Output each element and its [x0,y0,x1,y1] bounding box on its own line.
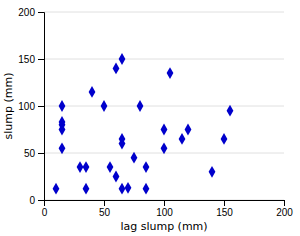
tick: 100 [156,200,173,218]
point [179,133,186,145]
point [209,166,216,178]
y-axis-title: slump (mm) [2,73,15,140]
point [167,67,174,79]
tick-mark [38,12,44,13]
tick-label: 50 [24,148,36,159]
tick: 0 [29,195,44,206]
point [77,161,84,173]
point [101,100,108,112]
tick: 50 [99,200,111,218]
point [125,182,132,194]
axis-line [45,201,285,207]
tick-label: 200 [18,7,35,18]
tick: 200 [18,7,44,18]
tick-label: 200 [276,207,293,218]
point [221,133,228,145]
tick: 200 [276,200,293,218]
point [119,53,126,65]
grid-line [44,59,284,60]
point [107,161,114,173]
point [53,183,60,195]
axis-line [38,13,45,201]
point [59,142,66,154]
tick-label: 0 [29,195,35,206]
point [113,171,120,183]
tick: 150 [18,54,44,65]
point [59,100,66,112]
point [143,183,150,195]
point [89,86,96,98]
tick-label: 100 [156,207,173,218]
tick-label: 0 [42,207,48,218]
point [119,183,126,195]
tick-mark [104,200,105,206]
y-axis: 0 50 100 150 200 [18,7,44,206]
x-axis: 0 50 100 150 200 [42,200,294,218]
tick-label: 50 [99,207,111,218]
tick: 150 [216,200,233,218]
grid-line [44,12,284,13]
point [185,124,192,136]
tick-label: 100 [18,101,35,112]
tick-mark [38,200,44,201]
tick-mark [38,153,44,154]
point [227,105,234,117]
point [113,63,120,75]
tick: 50 [24,148,44,159]
tick: 100 [18,101,44,112]
tick-label: 150 [216,207,233,218]
plot: 0 50 100 150 200 0 50 100 150 200 [18,7,293,218]
point [143,161,150,173]
grid [44,12,284,200]
x-axis-title: lag slump (mm) [120,220,207,233]
point [83,161,90,173]
grid-line [44,106,284,107]
point [161,124,168,136]
point [119,133,126,145]
tick-mark [164,200,165,206]
tick: 0 [42,200,48,218]
tick-mark [38,59,44,60]
point [83,183,90,195]
point [131,152,138,164]
tick-mark [38,106,44,107]
point [137,100,144,112]
point [59,116,66,128]
chart: 0 50 100 150 200 0 50 100 150 200 lag slump (mm) sl… [0,0,300,236]
point [161,142,168,154]
tick-mark [224,200,225,206]
points [53,53,234,194]
tick-label: 150 [18,54,35,65]
tick-mark [284,200,285,206]
